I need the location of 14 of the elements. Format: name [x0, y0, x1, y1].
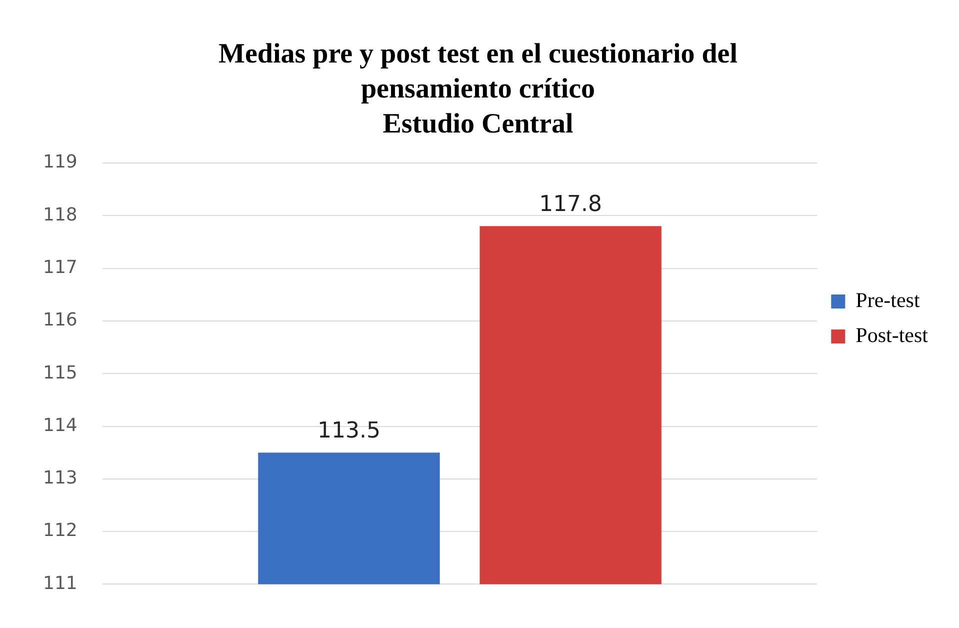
y-tick-label: 117 [42, 256, 78, 278]
data-label: 117.8 [539, 192, 602, 217]
y-tick-label: 116 [42, 310, 78, 331]
legend-label: Pre-test [856, 288, 920, 312]
legend-label: Post-test [856, 323, 928, 348]
chart-title: Medias pre y post test en el cuestionario del pensamiento crítico Estudio Central [218, 38, 738, 140]
y-tick-label: 118 [42, 204, 78, 226]
y-tick-label: 112 [42, 520, 78, 542]
y-tick-label: 115 [42, 362, 78, 384]
y-tick-label: 113 [42, 468, 78, 489]
y-tick-label: 111 [42, 572, 78, 594]
y-tick-label: 114 [42, 414, 78, 436]
y-tick-label: 119 [42, 152, 78, 173]
data-label: 113.5 [317, 418, 380, 444]
